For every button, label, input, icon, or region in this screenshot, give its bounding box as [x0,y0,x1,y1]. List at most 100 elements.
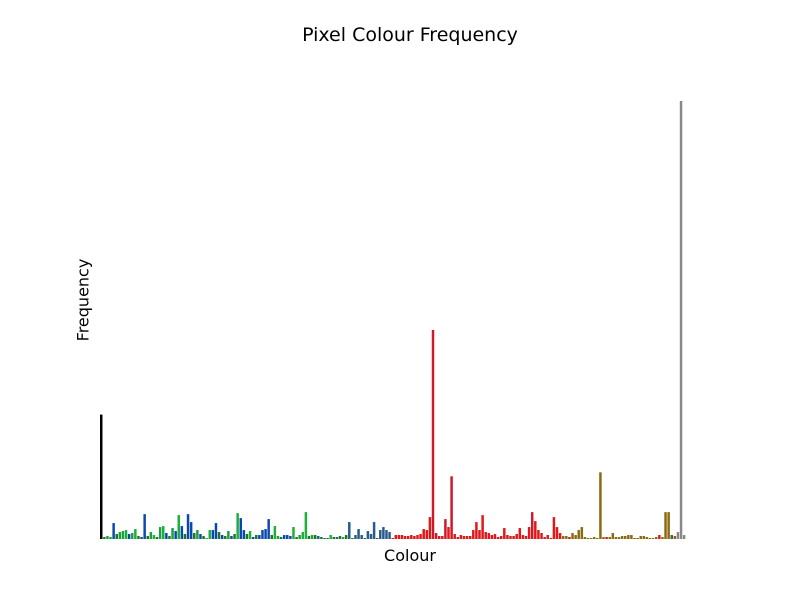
bar [155,537,159,539]
bar [611,533,615,539]
bar [413,536,416,539]
bar [391,538,394,539]
bar [512,536,515,539]
bar [267,519,270,539]
bar [230,536,233,539]
bar [577,530,580,539]
bar [434,533,438,539]
bar [258,535,261,539]
bar [676,532,680,539]
bar [298,535,301,539]
bar [227,531,230,539]
bar [348,522,351,539]
bar [636,538,639,539]
bar [372,522,376,539]
bar [468,536,472,539]
bar [496,537,500,539]
bar [276,536,280,539]
bar [444,519,447,539]
bar [245,534,249,539]
bar [224,536,227,539]
bar [118,532,122,539]
bar [592,537,596,539]
bar [326,538,329,539]
bar [583,537,587,539]
bar [109,537,112,539]
bar [264,529,267,539]
bar [623,536,627,539]
bar [313,535,317,539]
bar [199,534,202,539]
bar [527,527,531,539]
bar [186,514,190,539]
bar [546,535,549,539]
bar [605,537,608,539]
bar [540,533,543,539]
bar [484,532,487,539]
bar [217,532,221,539]
bar [651,538,655,539]
bar [121,531,125,539]
bar [168,536,171,539]
bar [344,535,348,539]
bar [472,530,475,539]
bar [329,535,332,539]
bar [552,517,556,539]
bar [565,536,568,539]
bar [149,532,153,539]
bar [106,536,109,539]
bar [456,537,460,539]
bar [103,537,106,539]
bar [177,515,180,539]
bar [543,537,546,539]
bar [509,536,512,539]
bar [115,534,118,539]
bar [366,531,370,539]
bar [236,513,239,539]
bar [441,536,444,539]
bar [158,527,162,539]
bar [295,537,298,539]
bar [664,512,667,539]
bar [503,528,506,539]
bar [100,414,103,539]
bar [335,537,339,539]
bar [617,537,621,539]
x-axis-label: Colour [384,546,436,565]
bar [388,532,391,539]
bar [183,534,187,539]
bar [602,537,605,539]
bar [189,522,193,539]
bar [214,523,218,539]
bar [419,534,422,539]
bar [369,534,373,539]
bar [341,537,345,539]
bar [425,530,429,539]
bar [137,536,140,539]
bar [282,535,286,539]
bar [403,536,407,539]
bar [530,512,534,539]
bar [673,536,677,539]
bar [568,537,571,539]
bar [518,528,522,539]
bar [648,538,652,539]
bar [490,535,494,539]
bar [251,537,255,539]
bar [394,535,398,539]
bar [667,512,670,539]
bar [475,522,478,539]
bar [462,536,466,539]
bar [320,537,323,539]
bar [140,537,143,539]
bar [487,533,491,539]
bar [555,527,559,539]
bar [642,536,646,539]
bar [270,535,274,539]
bar [599,472,602,539]
bar [481,515,484,539]
bar [450,476,453,539]
bar [205,538,208,539]
bar [239,518,242,539]
